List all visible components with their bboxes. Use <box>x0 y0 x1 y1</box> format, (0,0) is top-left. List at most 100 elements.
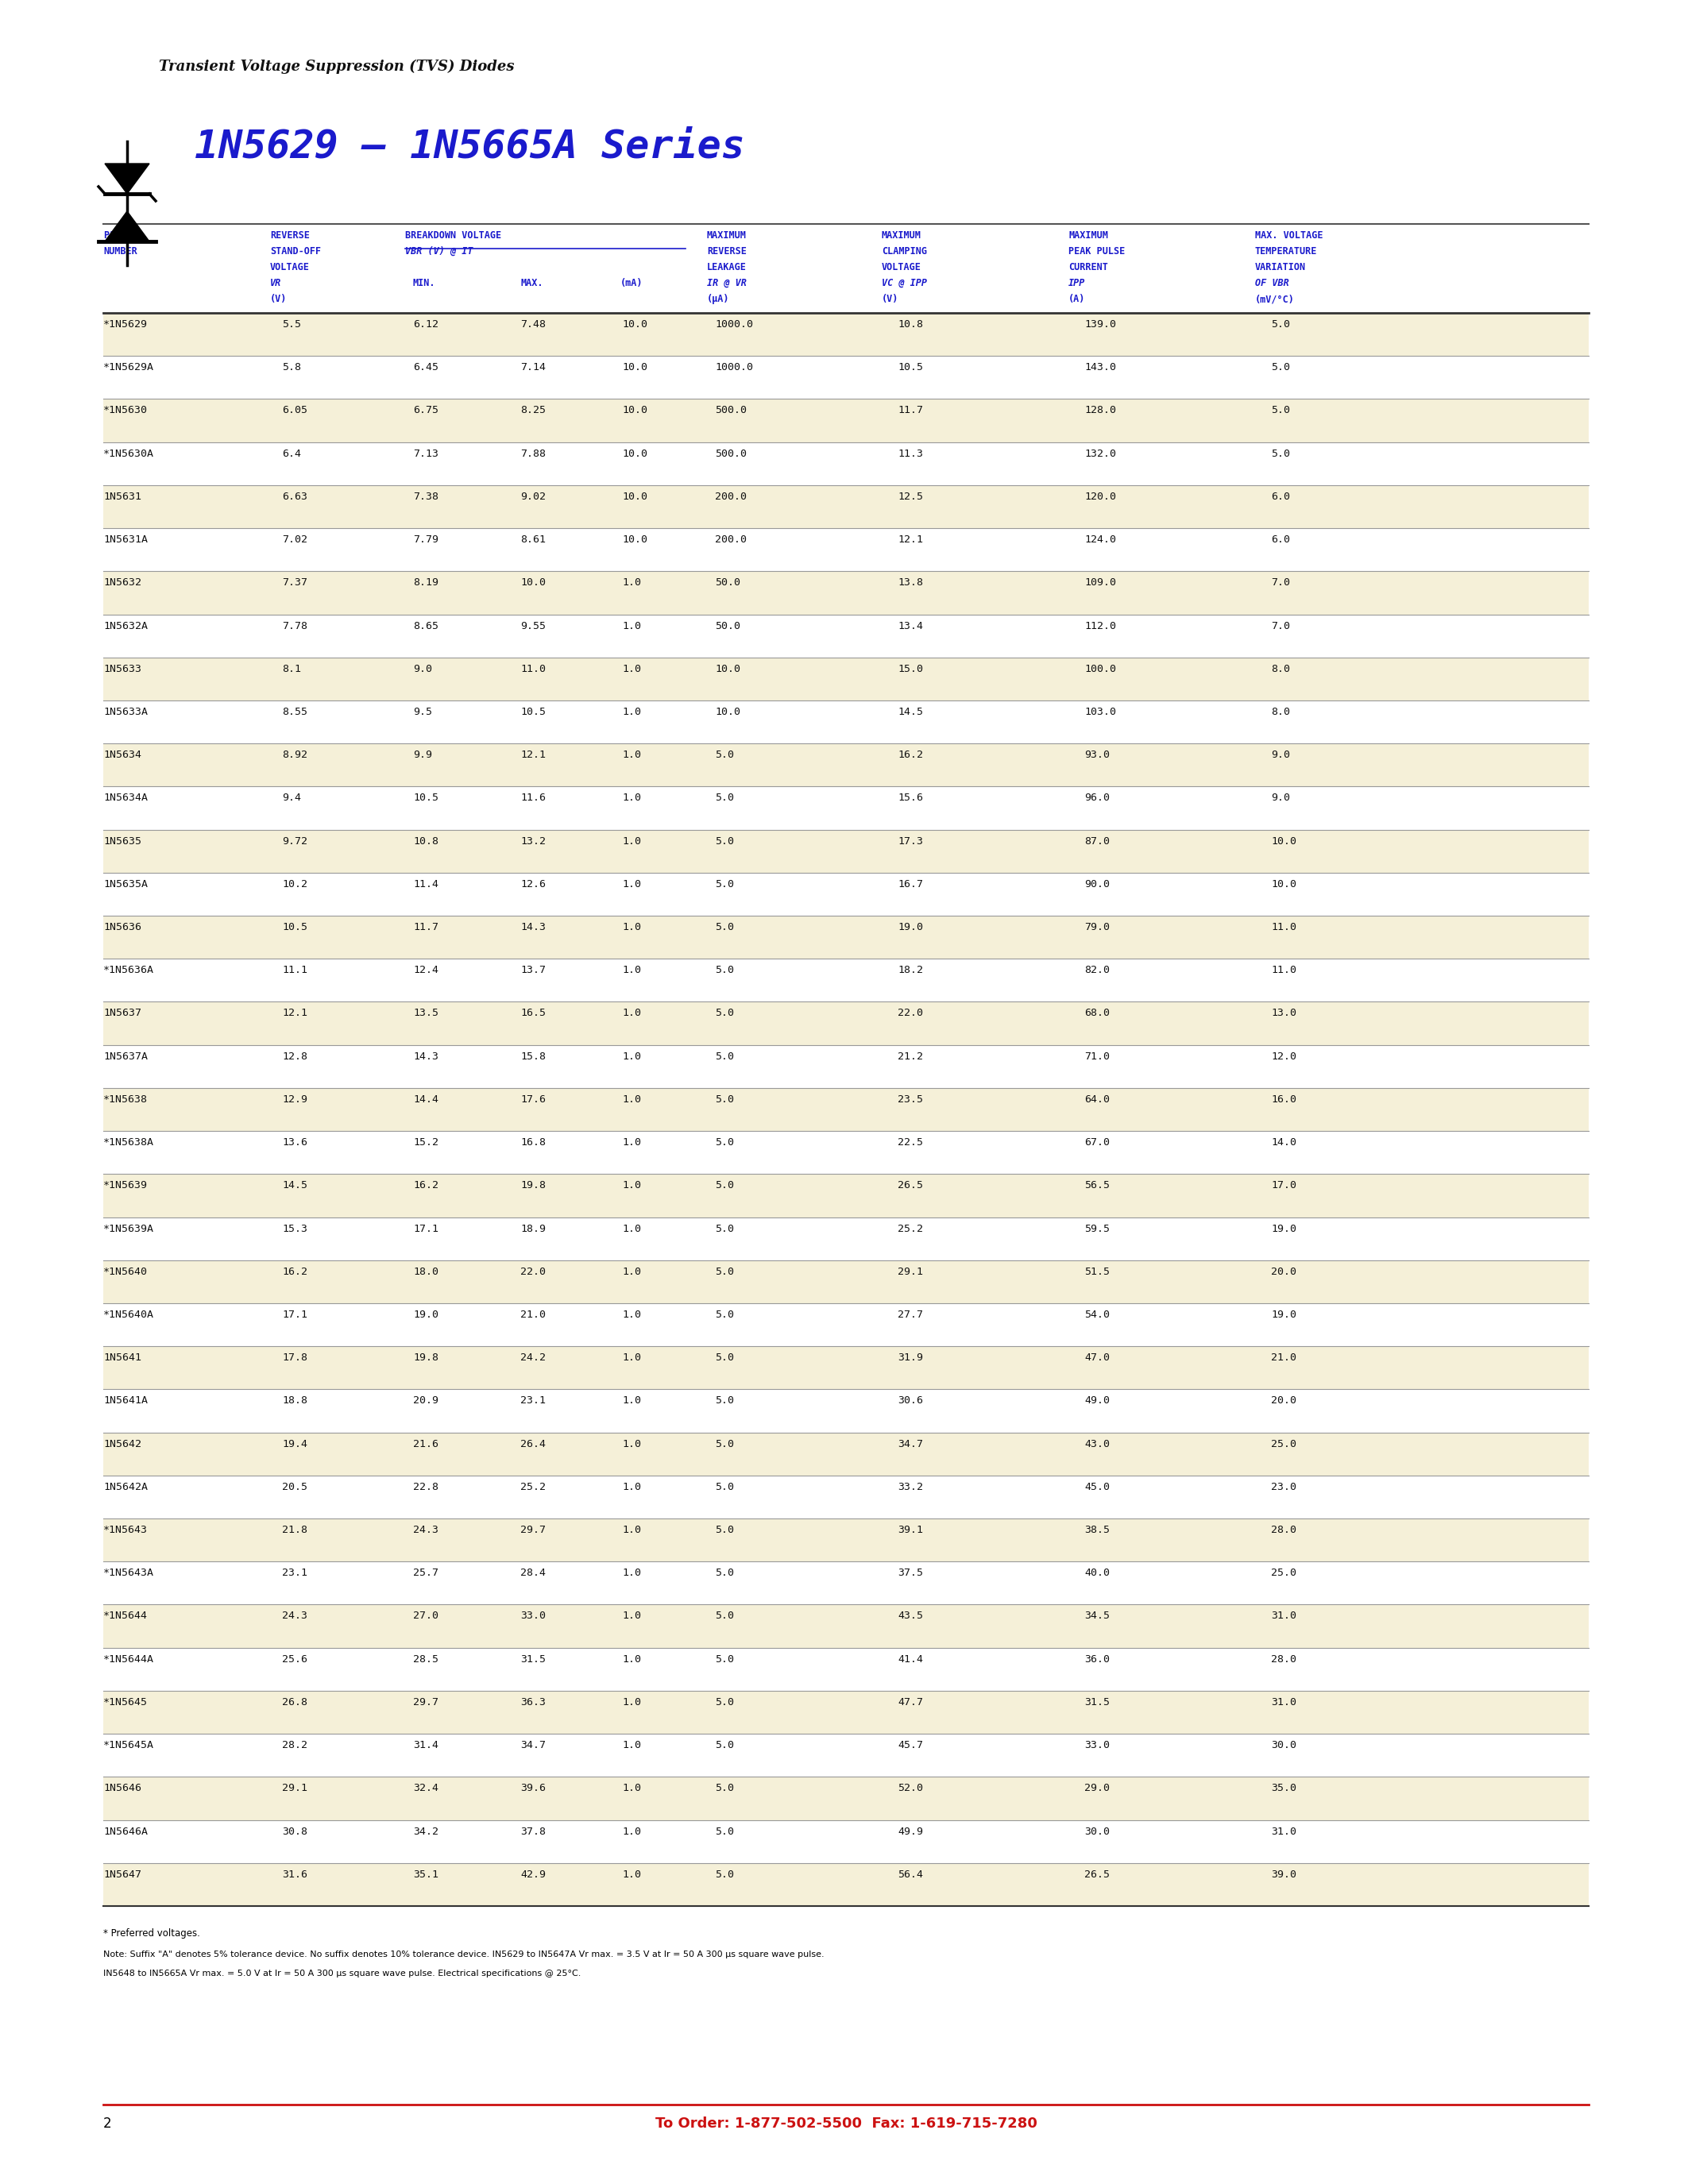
Text: 8.55: 8.55 <box>282 708 307 716</box>
Text: MAXIMUM: MAXIMUM <box>1069 229 1107 240</box>
Text: STAND-OFF: STAND-OFF <box>270 247 321 256</box>
Text: 16.2: 16.2 <box>282 1267 307 1278</box>
Text: 14.0: 14.0 <box>1271 1138 1296 1147</box>
Text: 21.2: 21.2 <box>898 1051 923 1061</box>
Text: 25.0: 25.0 <box>1271 1439 1296 1448</box>
Text: *1N5644A: *1N5644A <box>103 1653 154 1664</box>
Text: 1N5647: 1N5647 <box>103 1870 142 1880</box>
Text: Transient Voltage Suppression (TVS) Diodes: Transient Voltage Suppression (TVS) Diod… <box>159 59 515 74</box>
Text: 31.0: 31.0 <box>1271 1697 1296 1708</box>
FancyBboxPatch shape <box>103 485 1588 529</box>
Text: 43.5: 43.5 <box>898 1612 923 1621</box>
Text: 21.8: 21.8 <box>282 1524 307 1535</box>
Text: 15.0: 15.0 <box>898 664 923 675</box>
Text: 2: 2 <box>103 2116 111 2132</box>
Text: 17.1: 17.1 <box>282 1310 307 1319</box>
Text: 1N5635: 1N5635 <box>103 836 142 845</box>
Text: 10.5: 10.5 <box>520 708 545 716</box>
Text: 1.0: 1.0 <box>621 1310 641 1319</box>
Text: *1N5629A: *1N5629A <box>103 363 154 373</box>
FancyBboxPatch shape <box>103 1216 1588 1260</box>
Text: 1.0: 1.0 <box>621 1741 641 1752</box>
Text: 6.0: 6.0 <box>1271 535 1290 544</box>
Text: 1.0: 1.0 <box>621 878 641 889</box>
Text: 29.7: 29.7 <box>520 1524 545 1535</box>
Text: *1N5643: *1N5643 <box>103 1524 149 1535</box>
Text: 1.0: 1.0 <box>621 1138 641 1147</box>
Text: 124.0: 124.0 <box>1084 535 1116 544</box>
Text: LEAKAGE: LEAKAGE <box>707 262 746 273</box>
Text: 29.1: 29.1 <box>898 1267 923 1278</box>
FancyBboxPatch shape <box>103 356 1588 400</box>
Text: 28.0: 28.0 <box>1271 1653 1296 1664</box>
Text: *1N5636A: *1N5636A <box>103 965 154 976</box>
Text: 13.7: 13.7 <box>520 965 545 976</box>
Text: 34.2: 34.2 <box>414 1826 439 1837</box>
Text: 10.0: 10.0 <box>621 363 648 373</box>
Text: 10.0: 10.0 <box>621 491 648 502</box>
Text: 12.4: 12.4 <box>414 965 439 976</box>
Text: 9.02: 9.02 <box>520 491 545 502</box>
Text: 47.0: 47.0 <box>1084 1352 1109 1363</box>
Text: 1.0: 1.0 <box>621 1481 641 1492</box>
Text: 5.0: 5.0 <box>716 1310 734 1319</box>
Text: 7.02: 7.02 <box>282 535 307 544</box>
Text: *1N5630: *1N5630 <box>103 406 149 415</box>
Text: 71.0: 71.0 <box>1084 1051 1109 1061</box>
Text: CURRENT: CURRENT <box>1069 262 1107 273</box>
Text: 8.61: 8.61 <box>520 535 545 544</box>
Text: 1N5632A: 1N5632A <box>103 620 149 631</box>
Text: (μA): (μA) <box>707 295 729 304</box>
Text: 8.19: 8.19 <box>414 577 439 587</box>
Text: 9.0: 9.0 <box>414 664 432 675</box>
Text: 18.2: 18.2 <box>898 965 923 976</box>
Text: 34.7: 34.7 <box>898 1439 923 1448</box>
Text: 10.0: 10.0 <box>621 406 648 415</box>
Text: 1.0: 1.0 <box>621 1439 641 1448</box>
Text: 500.0: 500.0 <box>716 448 746 459</box>
Text: 5.0: 5.0 <box>716 1094 734 1105</box>
Text: 9.0: 9.0 <box>1271 749 1290 760</box>
Text: 17.3: 17.3 <box>898 836 923 845</box>
Text: 1N5641: 1N5641 <box>103 1352 142 1363</box>
FancyBboxPatch shape <box>103 1476 1588 1518</box>
Text: 11.4: 11.4 <box>414 878 439 889</box>
Text: *1N5643A: *1N5643A <box>103 1568 154 1579</box>
Text: 31.5: 31.5 <box>1084 1697 1109 1708</box>
Text: 14.5: 14.5 <box>898 708 923 716</box>
Text: 39.0: 39.0 <box>1271 1870 1296 1880</box>
Text: 7.0: 7.0 <box>1271 620 1290 631</box>
FancyBboxPatch shape <box>103 1518 1588 1562</box>
Text: 12.0: 12.0 <box>1271 1051 1296 1061</box>
Text: * Preferred voltages.: * Preferred voltages. <box>103 1928 201 1939</box>
Text: 56.4: 56.4 <box>898 1870 923 1880</box>
Text: 10.0: 10.0 <box>716 708 741 716</box>
Text: (V): (V) <box>881 295 898 304</box>
Text: 1N5646: 1N5646 <box>103 1782 142 1793</box>
Text: 1.0: 1.0 <box>621 922 641 933</box>
Text: 120.0: 120.0 <box>1084 491 1116 502</box>
Text: 9.4: 9.4 <box>282 793 300 804</box>
Text: 1N5632: 1N5632 <box>103 577 142 587</box>
Text: 12.9: 12.9 <box>282 1094 307 1105</box>
Text: 5.0: 5.0 <box>716 1782 734 1793</box>
Text: 16.2: 16.2 <box>898 749 923 760</box>
Text: 50.0: 50.0 <box>716 620 741 631</box>
Text: 31.0: 31.0 <box>1271 1612 1296 1621</box>
Text: 14.5: 14.5 <box>282 1179 307 1190</box>
Text: 12.6: 12.6 <box>520 878 545 889</box>
Text: 132.0: 132.0 <box>1084 448 1116 459</box>
Text: 10.0: 10.0 <box>621 535 648 544</box>
Text: 52.0: 52.0 <box>898 1782 923 1793</box>
Text: 25.7: 25.7 <box>414 1568 439 1579</box>
Text: 6.0: 6.0 <box>1271 491 1290 502</box>
Text: 20.5: 20.5 <box>282 1481 307 1492</box>
Text: 20.9: 20.9 <box>414 1396 439 1406</box>
Text: 9.72: 9.72 <box>282 836 307 845</box>
Text: VC @ IPP: VC @ IPP <box>881 277 927 288</box>
FancyBboxPatch shape <box>103 701 1588 743</box>
Text: 28.2: 28.2 <box>282 1741 307 1752</box>
Text: 20.0: 20.0 <box>1271 1396 1296 1406</box>
Text: 34.5: 34.5 <box>1084 1612 1109 1621</box>
Text: 19.0: 19.0 <box>1271 1223 1296 1234</box>
